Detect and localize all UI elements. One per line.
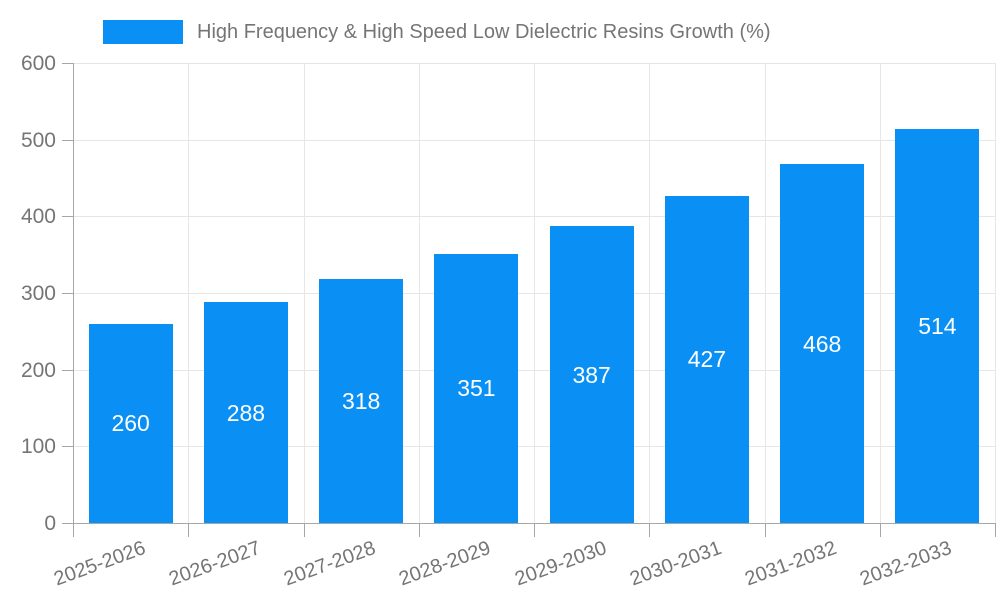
y-tick	[62, 523, 73, 524]
bar-value-label: 260	[111, 410, 150, 437]
bar-value-label: 387	[572, 361, 611, 388]
v-gridline	[418, 63, 420, 523]
y-tick	[62, 293, 73, 294]
y-axis-tick-label: 600	[20, 52, 56, 75]
bar-2026-2027[interactable]	[203, 302, 288, 523]
y-tick	[62, 139, 73, 141]
bar-value-label: 514	[918, 312, 957, 339]
legend-label: High Frequency & High Speed Low Dielectr…	[197, 20, 771, 43]
x-tick	[303, 523, 305, 537]
y-axis-tick-label: 100	[20, 435, 56, 459]
y-tick	[62, 216, 73, 218]
y-axis-tick-label: 0	[44, 512, 56, 535]
bar-2032-2033[interactable]	[895, 128, 980, 523]
v-gridline	[764, 63, 766, 523]
bar-value-label: 351	[457, 375, 496, 402]
bar-2027-2028[interactable]	[319, 279, 404, 523]
x-tick	[73, 523, 74, 537]
y-axis-tick-label: 300	[20, 282, 56, 305]
bar-2029-2030[interactable]	[549, 226, 634, 523]
y-tick	[62, 446, 73, 448]
bar-value-label: 468	[802, 330, 842, 357]
bar-value-label: 427	[687, 346, 727, 373]
bar-2025-2026[interactable]	[88, 323, 173, 523]
y-tick	[62, 63, 73, 64]
y-axis-tick-label: 500	[20, 128, 56, 152]
x-tick	[188, 523, 190, 537]
x-tick	[534, 523, 535, 537]
bar-value-label: 288	[226, 399, 266, 426]
v-gridline	[649, 63, 651, 523]
v-gridline	[995, 63, 996, 523]
bar-2028-2029[interactable]	[434, 253, 519, 523]
y-axis-tick-label: 400	[20, 205, 56, 229]
y-axis-tick-label: 200	[20, 358, 56, 382]
legend-swatch	[103, 20, 183, 44]
bar-value-label: 318	[341, 388, 381, 415]
v-gridline	[303, 63, 305, 523]
legend: High Frequency & High Speed Low Dielectr…	[103, 20, 771, 44]
x-tick	[649, 523, 651, 537]
v-gridline	[879, 63, 881, 523]
x-tick	[418, 523, 420, 537]
x-tick	[995, 523, 996, 537]
y-tick	[62, 369, 73, 371]
bar-2030-2031[interactable]	[664, 195, 749, 523]
x-tick	[764, 523, 766, 537]
x-tick	[879, 523, 881, 537]
v-gridline	[534, 63, 535, 523]
v-gridline	[188, 63, 190, 523]
y-axis-line	[73, 63, 74, 523]
plot-area: 260 288 318 351 387 427 468 514	[62, 63, 996, 537]
bar-2031-2032[interactable]	[780, 164, 865, 523]
